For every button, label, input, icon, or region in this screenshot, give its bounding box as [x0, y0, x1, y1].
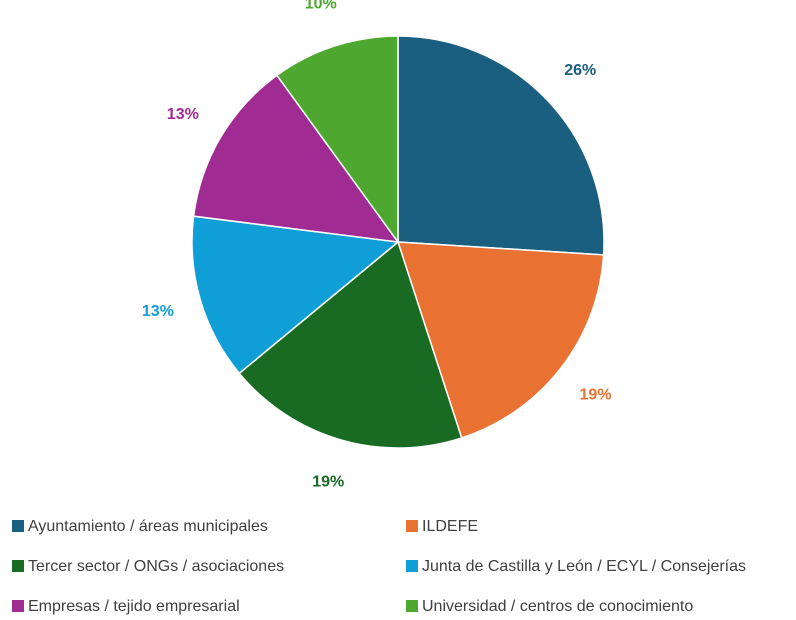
- legend-swatch: [12, 600, 24, 612]
- legend-label: Junta de Castilla y León / ECYL / Consej…: [422, 558, 746, 575]
- pie-slice: [397, 35, 605, 256]
- data-label: 26%: [564, 62, 596, 79]
- data-label: 10%: [305, 0, 337, 12]
- data-label: 19%: [312, 473, 344, 490]
- legend-label: ILDEFE: [422, 518, 478, 535]
- legend-label: Ayuntamiento / áreas municipales: [28, 518, 268, 535]
- data-label: 19%: [580, 386, 612, 403]
- legend-swatch: [406, 600, 418, 612]
- legend-label: Universidad / centros de conocimiento: [422, 598, 693, 615]
- legend-swatch: [406, 560, 418, 572]
- pie-slice: [275, 35, 399, 245]
- legend-swatch: [406, 520, 418, 532]
- pie-slice: [192, 74, 400, 243]
- pie-slice: [191, 215, 400, 375]
- legend-label: Tercer sector / ONGs / asociaciones: [28, 558, 284, 575]
- data-label: 13%: [167, 106, 199, 123]
- pie-slice: [238, 240, 463, 449]
- pie-slice: [396, 241, 605, 439]
- legend-swatch: [12, 560, 24, 572]
- legend-label: Empresas / tejido empresarial: [28, 598, 240, 615]
- data-label: 13%: [142, 303, 174, 320]
- legend-swatch: [12, 520, 24, 532]
